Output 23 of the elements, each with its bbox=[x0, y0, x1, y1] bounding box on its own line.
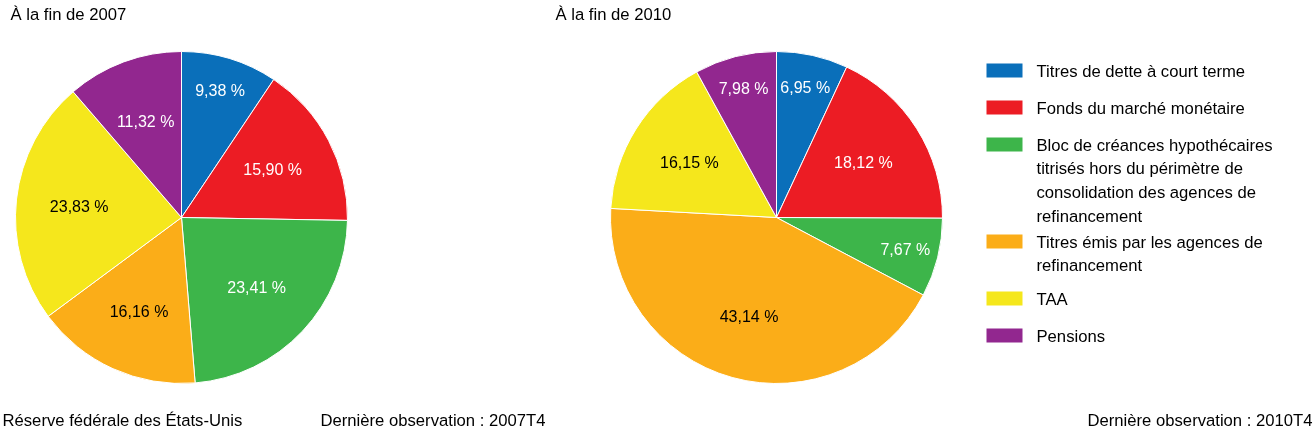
chart-title: À la fin de 2010 bbox=[555, 4, 672, 24]
legend-label: Titres de dette à court terme bbox=[1036, 61, 1246, 81]
text: Dernière observation : 2007T4 bbox=[320, 410, 546, 430]
data-label: 18,12 % bbox=[834, 153, 893, 171]
data-label: 23,41 % bbox=[227, 279, 286, 297]
data-label: 11,32 % bbox=[116, 112, 175, 130]
data-label: 16,16 % bbox=[109, 302, 169, 320]
legend-label: Titres émis par les agences de refinancement bbox=[1036, 232, 1263, 276]
data-label: 6,95 % bbox=[780, 79, 831, 97]
legend-label: Fonds du marché monétaire bbox=[1036, 98, 1245, 118]
data-label: 15,90 % bbox=[243, 161, 303, 179]
data-label: 16,15 % bbox=[660, 154, 719, 172]
data-label: 43,14 % bbox=[719, 308, 779, 326]
data-label: 7,98 % bbox=[718, 80, 769, 98]
data-label: 7,67 % bbox=[880, 241, 931, 259]
chart-title: À la fin de 2007 bbox=[10, 4, 127, 24]
data-label: 23,83 % bbox=[49, 197, 109, 215]
legend-label: Bloc de créances hypothécaires titrisés hors du périmètre de consolidation des agences de refinancement bbox=[1036, 135, 1273, 226]
text: Dernière observation : 2010T4 bbox=[1087, 410, 1313, 430]
data-label: 9,38 % bbox=[195, 81, 245, 99]
text: Réserve fédérale des États-Unis bbox=[2, 410, 243, 430]
legend-label: Pensions bbox=[1036, 326, 1106, 346]
legend-label: TAA bbox=[1036, 289, 1069, 309]
